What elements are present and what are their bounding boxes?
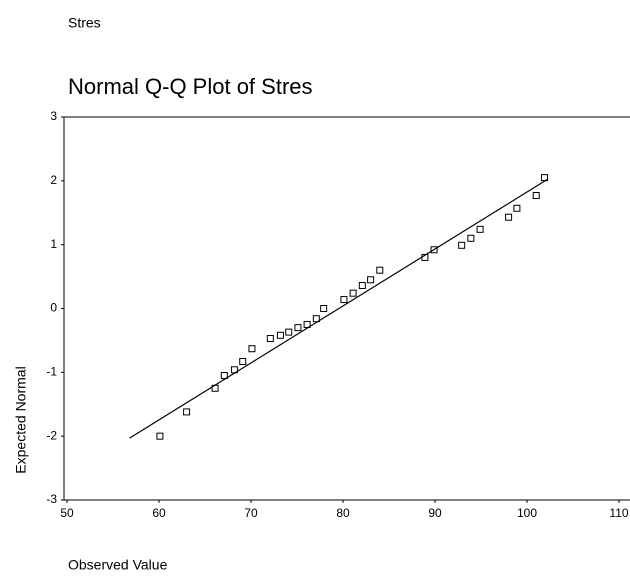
data-point xyxy=(276,331,284,339)
data-point xyxy=(340,296,348,304)
data-point xyxy=(505,213,513,221)
header: Stres xyxy=(68,15,101,31)
data-point xyxy=(421,253,429,261)
data-point xyxy=(211,384,219,392)
data-point xyxy=(358,282,366,290)
data-point xyxy=(367,276,375,284)
data-point xyxy=(220,372,228,380)
data-point xyxy=(239,357,247,365)
data-point xyxy=(349,289,357,297)
data-point xyxy=(248,345,256,353)
y-tick-label: 3 xyxy=(50,109,57,123)
data-point xyxy=(458,241,466,249)
data-point xyxy=(230,366,238,374)
x-tick-label: 70 xyxy=(244,506,258,520)
x-tick-label: 50 xyxy=(60,506,74,520)
y-tick-label: 1 xyxy=(50,237,57,251)
y-tick-label: -1 xyxy=(46,365,57,379)
data-point xyxy=(312,315,320,323)
y-tick-label: 0 xyxy=(50,301,57,315)
data-point xyxy=(303,320,311,328)
data-point xyxy=(320,305,328,312)
x-tick-label: 100 xyxy=(517,506,537,520)
x-tick-label: 110 xyxy=(609,506,628,520)
data-point xyxy=(285,328,293,336)
data-point xyxy=(376,266,384,274)
data-point xyxy=(532,192,540,200)
data-point xyxy=(183,408,191,416)
x-tick-label: 90 xyxy=(428,506,442,520)
data-point xyxy=(266,335,274,343)
x-tick-label: 60 xyxy=(152,506,166,520)
data-point xyxy=(476,225,484,233)
data-point xyxy=(156,432,164,440)
reference-line xyxy=(129,178,549,439)
data-point xyxy=(513,204,521,212)
y-tick-label: 2 xyxy=(50,173,57,187)
y-axis-label: Expected Normal xyxy=(13,366,29,473)
y-tick-label: -2 xyxy=(46,428,57,442)
x-axis-label: Observed Value xyxy=(68,557,168,573)
y-tick-label: -3 xyxy=(46,492,57,506)
chart-title: Normal Q-Q Plot of Stres xyxy=(68,74,313,99)
x-tick-label: 80 xyxy=(336,506,350,520)
data-point xyxy=(430,246,438,254)
data-point xyxy=(540,174,548,182)
data-point xyxy=(467,234,475,242)
data-point xyxy=(294,324,302,332)
